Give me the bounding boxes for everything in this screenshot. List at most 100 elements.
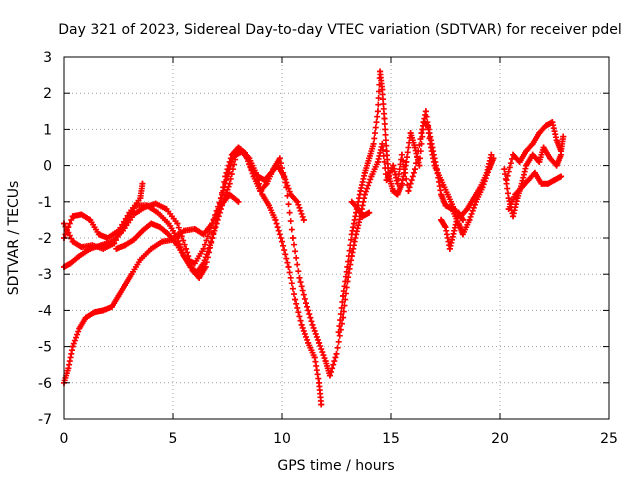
data-point (279, 238, 285, 245)
data-point (407, 130, 414, 137)
data-point (366, 209, 373, 216)
data-point (510, 151, 517, 158)
data-point (115, 292, 122, 299)
data-point (510, 213, 517, 220)
data-point (523, 148, 530, 155)
data-point (536, 130, 543, 137)
data-point (165, 231, 172, 238)
data-point (348, 231, 355, 238)
data-point (316, 379, 323, 386)
data-point (479, 184, 486, 191)
data-point (394, 191, 401, 198)
data-point (390, 187, 397, 194)
data-point (69, 343, 76, 350)
data-point (318, 401, 325, 408)
data-point (311, 354, 318, 361)
data-point (340, 292, 347, 299)
data-point (250, 173, 257, 180)
data-point (152, 200, 159, 207)
data-point (366, 155, 373, 162)
data-point (488, 151, 495, 158)
y-axis-label: SDTVAR / TECUs (6, 181, 22, 296)
data-point (95, 231, 102, 238)
data-point (82, 314, 89, 321)
data-point (514, 195, 521, 202)
data-point (78, 244, 85, 251)
data-point (558, 151, 565, 158)
data-point (89, 242, 96, 249)
data-point (359, 213, 366, 220)
data-point (464, 206, 471, 213)
data-point (377, 68, 384, 75)
data-point (379, 140, 386, 147)
data-point (348, 198, 355, 205)
data-point (302, 300, 309, 307)
data-point (518, 184, 525, 191)
data-point (374, 158, 381, 165)
data-point (237, 146, 244, 153)
data-point (444, 191, 451, 198)
data-point (292, 296, 299, 303)
y-tick-label: 0 (43, 159, 52, 175)
data-point (425, 122, 432, 129)
data-point (442, 224, 449, 231)
data-point (113, 245, 120, 252)
y-tick-label: -2 (38, 231, 52, 247)
data-point (209, 220, 216, 227)
data-point (459, 216, 466, 223)
data-point (104, 235, 111, 241)
x-axis-label: GPS time / hours (277, 458, 394, 474)
x-tick-label: 5 (169, 431, 178, 447)
data-point (100, 245, 107, 252)
data-point (429, 144, 436, 151)
data-point (411, 144, 418, 151)
series-3 (61, 180, 146, 241)
data-point (108, 303, 115, 310)
data-point (322, 358, 329, 365)
data-point (305, 339, 312, 346)
data-point (529, 140, 536, 147)
data-point (383, 148, 390, 155)
data-point (69, 213, 76, 220)
data-point (466, 216, 473, 223)
data-point (368, 173, 375, 180)
y-tick-label: -5 (38, 340, 52, 356)
data-point (357, 187, 364, 194)
y-tick-label: -3 (38, 267, 52, 283)
data-point (183, 245, 190, 252)
data-point (490, 155, 497, 162)
data-point (438, 191, 445, 198)
data-point (405, 187, 412, 194)
data-point (540, 144, 547, 151)
data-point (259, 191, 266, 198)
series-9 (503, 119, 567, 184)
data-point (398, 151, 405, 158)
data-point (122, 282, 129, 289)
data-point (505, 206, 512, 213)
data-point (525, 177, 532, 184)
data-point (122, 242, 129, 249)
data-point (148, 220, 155, 227)
data-point (433, 166, 440, 173)
data-point (529, 151, 536, 158)
data-point (294, 198, 301, 205)
data-point (263, 180, 270, 187)
data-point (180, 227, 187, 234)
data-point (385, 173, 392, 180)
data-point (553, 162, 560, 169)
data-point (542, 122, 549, 129)
data-point (455, 209, 462, 216)
y-tick-label: -4 (38, 303, 52, 319)
data-point (560, 133, 567, 140)
data-point (200, 260, 207, 267)
data-point (67, 260, 74, 267)
data-point (159, 238, 166, 245)
series-6 (335, 68, 497, 336)
data-point (137, 256, 144, 263)
data-point (130, 236, 137, 243)
data-point (551, 177, 558, 184)
data-point (283, 184, 290, 191)
data-point (91, 309, 98, 316)
